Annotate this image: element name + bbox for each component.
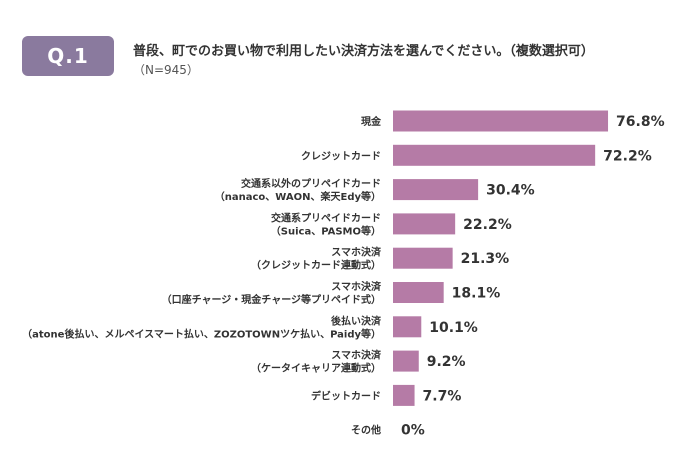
value-label: 21.3% — [461, 251, 510, 267]
question-title: 普段、町でのお買い物で利用したい決済方法を選んでください。（複数選択可） — [133, 44, 594, 59]
category-label: （Suica、PASMO等） — [271, 224, 381, 237]
category-label: （atone後払い、メルペイスマート払い、ZOZOTOWNツケ払い、Paidy等… — [22, 327, 381, 340]
category-label: デビットカード — [311, 389, 381, 402]
category-label: 交通系プリペイドカード — [271, 211, 381, 224]
bar — [393, 384, 415, 406]
category-label: その他 — [351, 424, 381, 437]
bar — [393, 110, 609, 132]
value-label: 22.2% — [463, 217, 512, 233]
category-label: スマホ決済 — [331, 246, 382, 259]
category-label: （ケータイキャリア連動式） — [251, 362, 381, 375]
category-label: スマホ決済 — [331, 280, 382, 293]
bar — [393, 213, 456, 235]
bar — [393, 247, 453, 269]
value-label: 7.7% — [423, 388, 462, 404]
category-label: 交通系以外のプリペイドカード — [241, 177, 381, 190]
value-label: 72.2% — [603, 148, 652, 164]
value-label: 0% — [401, 423, 425, 439]
value-label: 18.1% — [452, 286, 501, 302]
value-label: 10.1% — [429, 320, 478, 336]
category-label: （口座チャージ・現金チャージ等プリペイド式） — [162, 293, 381, 306]
question-badge: Q.1 — [22, 36, 114, 76]
bar — [393, 144, 596, 166]
bar — [393, 179, 479, 201]
sample-size: （N=945） — [133, 63, 199, 77]
category-label: （クレジットカード連動式） — [251, 259, 381, 272]
value-label: 30.4% — [486, 183, 535, 199]
category-label: 現金 — [361, 115, 382, 128]
bar — [393, 350, 419, 372]
category-label: スマホ決済 — [331, 349, 382, 362]
category-label: （nanaco、WAON、楽天Edy等） — [215, 190, 381, 203]
value-label: 9.2% — [427, 354, 466, 370]
bar — [393, 316, 422, 338]
category-label: 後払い決済 — [331, 314, 382, 327]
bar — [393, 282, 444, 303]
category-label: クレジットカード — [301, 150, 381, 162]
value-label: 76.8% — [616, 114, 665, 130]
